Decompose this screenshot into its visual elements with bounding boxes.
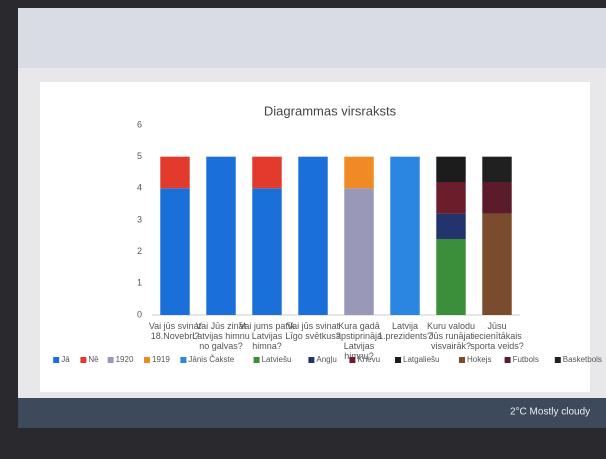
bar-segment xyxy=(482,156,512,182)
bar-segment xyxy=(482,213,512,315)
y-tick-label: 5 xyxy=(137,151,142,161)
legend-swatch xyxy=(349,357,356,363)
bar-segment xyxy=(436,213,466,239)
x-tick-label: Kura gadā apstiprināja Latvijas himnu? xyxy=(336,321,382,361)
bar-segment xyxy=(252,188,282,315)
legend-label: Jā xyxy=(61,355,70,364)
bar-segment xyxy=(298,156,328,315)
legend-swatch xyxy=(504,357,511,363)
chart-title: Diagrammas virsraksts xyxy=(264,103,397,118)
legend-label: Hokejs xyxy=(467,355,491,364)
legend-swatch xyxy=(107,357,114,363)
bar-segment xyxy=(436,239,466,315)
y-tick-label: 6 xyxy=(137,119,142,129)
y-tick-label: 1 xyxy=(137,278,142,288)
bar-segment xyxy=(436,182,466,214)
taskbar xyxy=(18,398,606,428)
x-tick-label: Kuru valodu Jūs runājat visvairāk? xyxy=(427,321,475,351)
legend-label: Nē xyxy=(88,355,99,364)
bar-segment xyxy=(206,156,236,315)
bar-segment xyxy=(344,188,374,315)
legend-swatch xyxy=(395,357,401,363)
legend-label: Krievu xyxy=(357,355,380,364)
legend-label: 1919 xyxy=(152,355,170,364)
bar-segment xyxy=(160,188,190,315)
bar-segment xyxy=(436,156,466,182)
legend-label: 1920 xyxy=(116,355,134,364)
x-tick-label: Vai jūs svinat 18.Novebri? xyxy=(149,321,202,341)
weather: 2°C Mostly cloudy xyxy=(510,407,590,418)
bar-segment xyxy=(344,156,374,189)
legend-label: Latviešu xyxy=(262,355,292,364)
legend-swatch xyxy=(459,357,465,363)
legend-swatch xyxy=(253,357,260,363)
x-tick-label: Vai jūs svinat Līgo svētkus? xyxy=(285,321,341,341)
legend-swatch xyxy=(80,357,87,363)
legend-swatch xyxy=(180,357,187,363)
legend-swatch xyxy=(554,357,561,363)
x-tick-label: Vai jums patīk Latvijas himna? xyxy=(239,321,295,351)
legend-label: Basketbols xyxy=(563,355,602,364)
legend-swatch xyxy=(308,357,315,363)
ribbon xyxy=(18,8,606,68)
legend-label: Futbols xyxy=(513,355,539,364)
legend-swatch xyxy=(53,357,60,363)
legend-label: Jānis Čakste xyxy=(188,355,234,364)
y-tick-label: 2 xyxy=(137,246,142,256)
x-tick-label: Latvija 1.prezidents? xyxy=(378,321,432,341)
legend-swatch xyxy=(144,357,150,363)
y-tick-label: 0 xyxy=(137,309,142,319)
y-tick-label: 4 xyxy=(137,183,142,193)
bar-segment xyxy=(390,156,420,315)
bar-segment xyxy=(482,182,512,214)
bar-segment xyxy=(160,156,190,189)
legend-label: Latgaliešu xyxy=(403,355,439,364)
bar-segment xyxy=(252,156,282,189)
legend-label: Angļu xyxy=(316,355,336,364)
x-tick-label: Jūsu iecienītākais sporta veids? xyxy=(470,321,524,351)
x-tick-label: Vai Jūs zināt Latvijas himnu no galvas? xyxy=(192,321,250,351)
y-tick-label: 3 xyxy=(137,214,142,224)
